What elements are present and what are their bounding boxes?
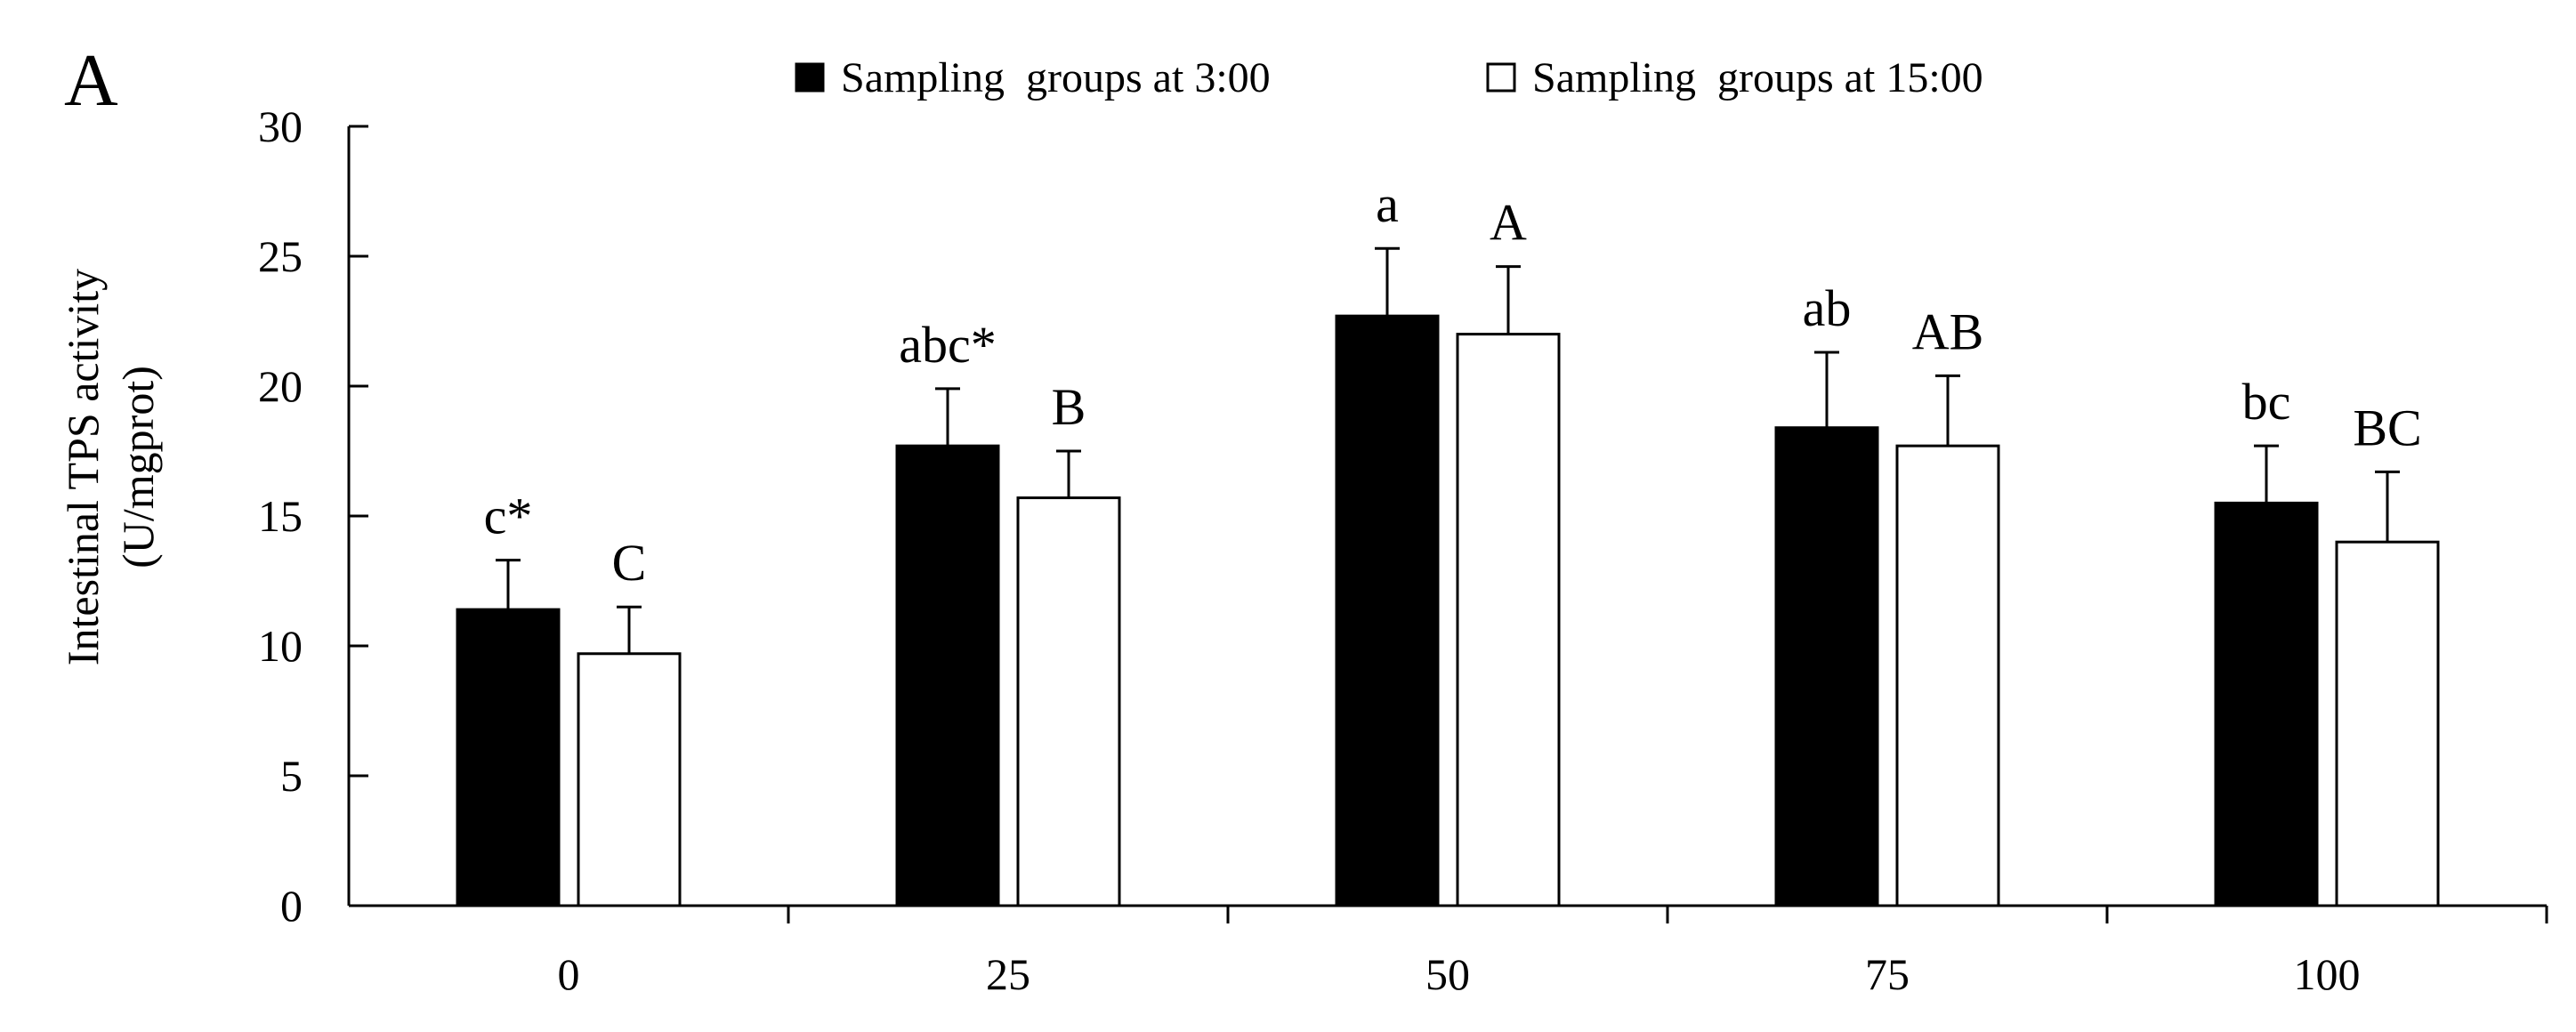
bar-series-1 bbox=[2214, 501, 2319, 907]
legend-label-series-2: Sampling groups at 15:00 bbox=[1532, 54, 1983, 101]
x-tick-label: 75 bbox=[1865, 949, 1910, 999]
significance-label: AB bbox=[1912, 302, 1984, 360]
bar-series-2 bbox=[1456, 333, 1561, 907]
panel-letter: A bbox=[64, 39, 118, 122]
x-tick-label: 50 bbox=[1425, 949, 1470, 999]
y-tick-label: 30 bbox=[258, 101, 303, 151]
bar-series-1 bbox=[895, 444, 1000, 907]
y-axis-title-line-2: (U/mgprot) bbox=[113, 366, 163, 568]
bar-series-1 bbox=[456, 608, 561, 907]
significance-label: bc bbox=[2242, 373, 2291, 431]
x-tick-label: 0 bbox=[558, 949, 580, 999]
significance-label: abc* bbox=[899, 316, 997, 374]
y-axis-title-line-1: Intestinal TPS activity bbox=[58, 269, 108, 665]
y-tick-label: 0 bbox=[280, 881, 303, 931]
y-tick-label: 10 bbox=[258, 621, 303, 671]
legend: Sampling groups at 3:00 Sampling groups … bbox=[795, 54, 1983, 101]
bar-series-2 bbox=[577, 652, 682, 907]
bars: c* abc* a ab bc C B A AB BC bbox=[456, 175, 2440, 907]
bar-series-2 bbox=[2335, 540, 2440, 907]
significance-label: ab bbox=[1803, 279, 1852, 337]
y-ticks: 0 5 10 15 20 25 30 bbox=[258, 101, 368, 931]
significance-label: A bbox=[1490, 194, 1527, 252]
bar-series-2 bbox=[1895, 444, 2000, 907]
legend-label-series-1: Sampling groups at 3:00 bbox=[841, 54, 1271, 101]
x-tick-label: 100 bbox=[2294, 949, 2361, 999]
significance-label: B bbox=[1052, 378, 1086, 436]
y-tick-label: 20 bbox=[258, 361, 303, 411]
y-tick-label: 25 bbox=[258, 231, 303, 281]
x-ticks: 0 25 50 75 100 bbox=[558, 906, 2548, 999]
y-tick-label: 5 bbox=[280, 751, 303, 801]
y-tick-label: 15 bbox=[258, 491, 303, 541]
legend-swatch-series-2 bbox=[1486, 62, 1516, 93]
significance-label: BC bbox=[2353, 399, 2421, 456]
x-tick-label: 25 bbox=[986, 949, 1030, 999]
significance-label: c* bbox=[484, 488, 533, 545]
bar-series-2 bbox=[1016, 496, 1121, 907]
bar-series-1 bbox=[1774, 426, 1879, 907]
significance-label: a bbox=[1376, 175, 1399, 233]
bar-series-1 bbox=[1335, 314, 1440, 907]
significance-label: C bbox=[612, 534, 647, 592]
legend-swatch-series-1 bbox=[795, 62, 825, 93]
